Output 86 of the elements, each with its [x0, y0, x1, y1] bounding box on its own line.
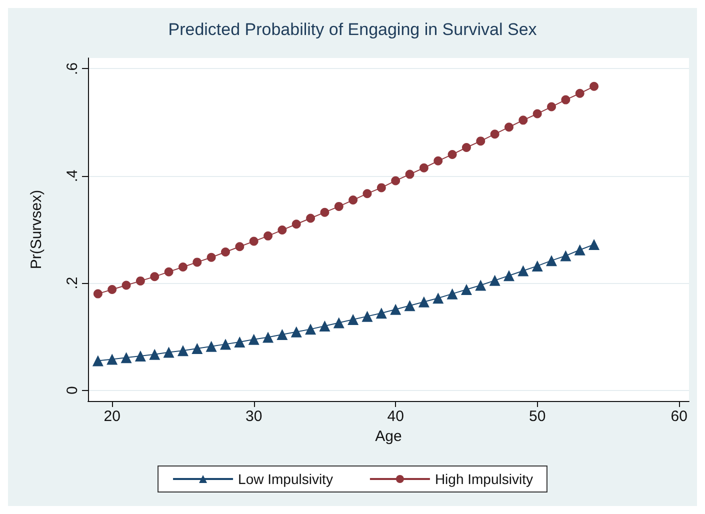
point: [235, 242, 244, 252]
point: [220, 338, 231, 350]
point: [319, 320, 330, 332]
point: [150, 272, 160, 282]
point: [348, 314, 359, 326]
point: [547, 102, 556, 112]
point: [475, 280, 486, 291]
point: [192, 258, 202, 267]
point: [362, 310, 373, 322]
point: [334, 202, 344, 211]
point: [221, 248, 230, 257]
point: [546, 255, 558, 266]
point: [292, 220, 301, 229]
point: [462, 143, 471, 152]
point: [574, 244, 586, 256]
point: [163, 346, 174, 358]
point: [476, 136, 486, 146]
point: [177, 345, 188, 356]
y-tick-label: .2: [64, 276, 81, 290]
point: [164, 267, 174, 276]
x-tick-label: 50: [528, 408, 546, 425]
point: [262, 332, 274, 343]
point: [405, 170, 414, 179]
point: [136, 276, 145, 286]
point: [278, 226, 287, 235]
point: [490, 130, 500, 139]
point: [106, 354, 118, 365]
point: [108, 285, 117, 294]
chart-title: Predicted Probability of Engaging in Survival Sex: [168, 20, 538, 39]
point: [362, 189, 372, 198]
x-tick-label: 20: [104, 408, 120, 425]
point: [448, 150, 457, 159]
point: [590, 82, 599, 91]
point: [264, 231, 273, 240]
legend-label: High Impulsivity: [434, 471, 533, 487]
y-tick-label: 0: [64, 386, 81, 394]
point: [93, 289, 102, 298]
point: [432, 292, 444, 304]
x-tick-label: 30: [246, 408, 262, 425]
point: [390, 304, 402, 315]
x-tick-label: 40: [387, 408, 404, 425]
point: [503, 270, 514, 282]
point: [561, 95, 570, 104]
point: [206, 252, 216, 262]
point: [92, 355, 104, 366]
point: [134, 350, 146, 362]
y-tick-label: .6: [64, 62, 81, 75]
point: [560, 250, 572, 262]
point: [305, 324, 316, 335]
point: [192, 342, 203, 354]
point: [518, 265, 529, 276]
point: [120, 352, 132, 364]
point: [532, 109, 542, 118]
point: [460, 284, 472, 296]
point: [290, 326, 302, 338]
point: [178, 262, 188, 272]
point: [122, 280, 131, 290]
point: [588, 239, 600, 250]
x-tick-label: 60: [670, 408, 688, 425]
point: [376, 308, 387, 319]
point: [518, 116, 528, 125]
y-tick-label: .4: [64, 170, 81, 182]
y-axis-title: Pr(Survsex): [28, 190, 45, 270]
point: [348, 196, 358, 205]
point: [404, 300, 416, 312]
point: [206, 340, 217, 352]
point: [489, 274, 500, 286]
point: [320, 208, 330, 217]
point: [306, 214, 316, 223]
point: [532, 260, 543, 272]
point: [276, 329, 288, 340]
point: [333, 317, 344, 328]
legend-label: Low Impulsivity: [238, 471, 333, 487]
point: [419, 163, 428, 172]
point: [249, 236, 258, 246]
x-axis-title: Age: [375, 428, 402, 445]
point: [575, 88, 584, 98]
point: [248, 334, 260, 345]
point: [376, 183, 386, 192]
point: [434, 156, 443, 166]
point: [234, 336, 246, 348]
point: [418, 296, 430, 308]
point: [504, 122, 514, 132]
point: [149, 348, 160, 360]
point: [446, 288, 458, 300]
point: [391, 176, 400, 186]
